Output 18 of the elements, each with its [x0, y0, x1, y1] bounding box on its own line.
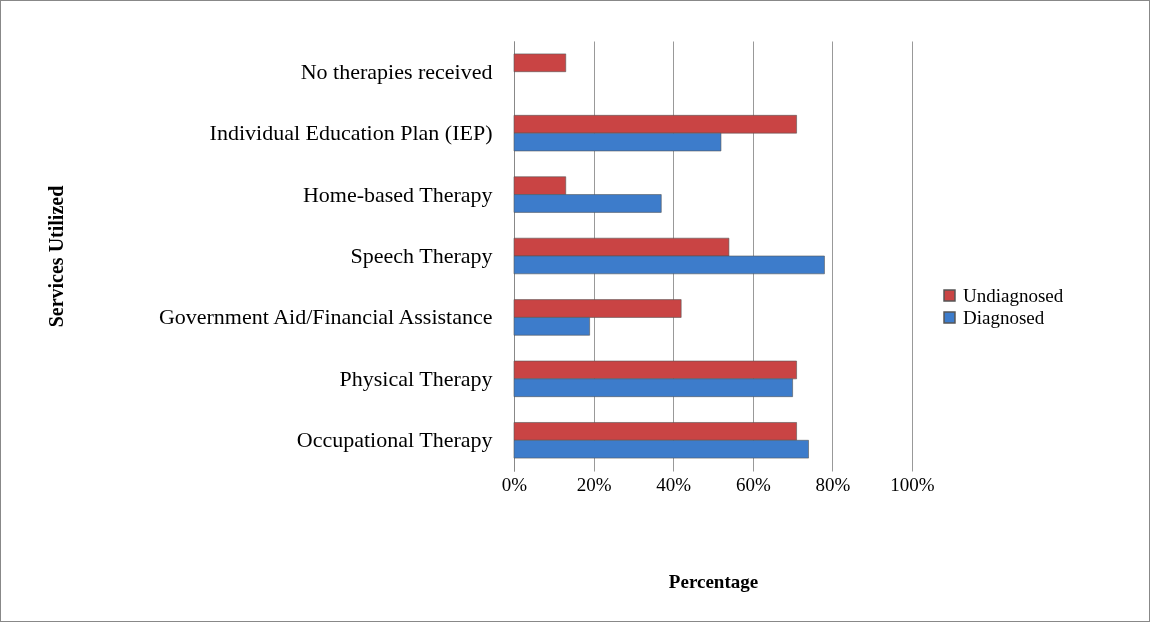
y-tick-label: Occupational Therapy [296, 427, 493, 453]
x-tick-label: 100% [890, 473, 935, 495]
legend-label: Diagnosed [963, 306, 1045, 328]
x-tick-label: 20% [576, 473, 612, 495]
bar [513, 53, 567, 73]
y-tick-label: Government Aid/Financial Assistance [158, 304, 493, 330]
x-tick-label: 60% [735, 473, 771, 495]
y-tick-label: No therapies received [300, 58, 493, 84]
y-tick-label: Individual Education Plan (IEP) [209, 120, 493, 146]
y-tick-label: Home-based Therapy [302, 181, 493, 207]
x-axis-title: Percentage [668, 570, 759, 592]
y-axis-title: Services Utilized [44, 185, 67, 328]
x-tick-label: 80% [815, 473, 851, 495]
x-tick-label: 40% [656, 473, 692, 495]
y-tick-label: Physical Therapy [339, 365, 493, 391]
x-tick-label: 0% [501, 473, 528, 495]
legend-label: Undiagnosed [963, 284, 1064, 306]
y-tick-label: Speech Therapy [350, 243, 493, 268]
